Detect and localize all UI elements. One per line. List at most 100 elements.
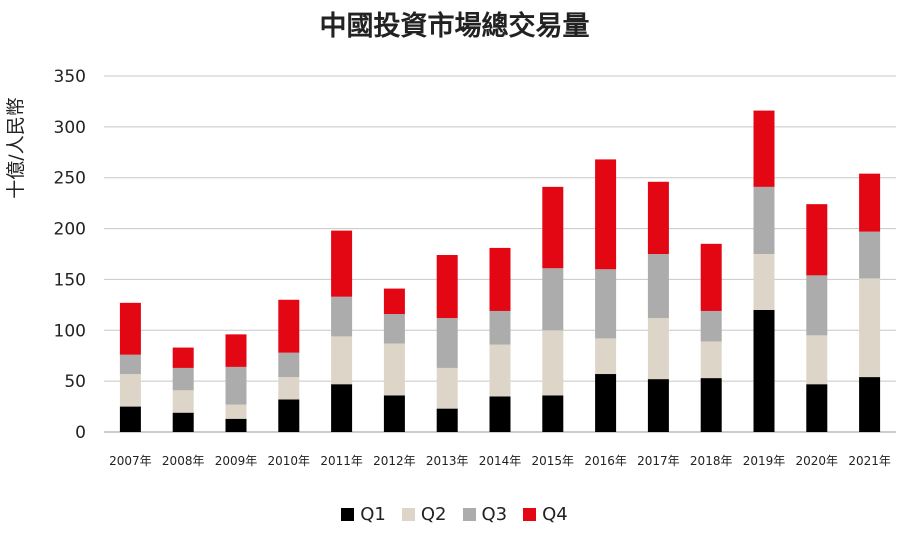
y-axis-ticks: 0 50 100 150 200 250 300 350 <box>54 67 86 443</box>
bar-q1-3 <box>278 399 300 432</box>
bar-q1-12 <box>753 309 775 432</box>
legend-item-q1: Q1 <box>341 504 386 525</box>
bar-q4-6 <box>436 255 458 319</box>
y-tick-label: 50 <box>64 372 86 392</box>
x-tick-label: 2017年 <box>637 454 680 468</box>
bar-q2-6 <box>436 367 458 409</box>
bar-q3-0 <box>119 354 141 375</box>
legend-swatch <box>523 508 537 521</box>
x-axis-ticks: 2007年 2008年 2009年 2010年 2011年 2012年 2013年 2014年… <box>109 454 891 468</box>
bar-q4-11 <box>700 243 722 311</box>
bar-q2-7 <box>489 344 511 397</box>
x-tick-label: 2009年 <box>215 454 258 468</box>
bar-q2-5 <box>383 343 405 396</box>
bar-q4-13 <box>806 204 828 276</box>
y-tick-label: 350 <box>54 67 86 87</box>
bar-q2-13 <box>806 335 828 385</box>
y-axis-label: 十億/人民幣 <box>5 97 27 198</box>
bar-q2-3 <box>278 377 300 400</box>
x-tick-label: 2019年 <box>743 454 786 468</box>
bar-q2-4 <box>331 336 353 385</box>
bar-q3-7 <box>489 310 511 345</box>
bar-q4-14 <box>859 173 881 232</box>
bar-q4-10 <box>647 181 669 254</box>
bar-q3-9 <box>595 269 617 339</box>
bar-q3-13 <box>806 275 828 336</box>
x-tick-label: 2013年 <box>426 454 469 468</box>
x-tick-label: 2008年 <box>162 454 205 468</box>
bar-q3-5 <box>383 314 405 344</box>
bar-q4-2 <box>225 334 247 367</box>
bar-q1-1 <box>172 412 194 432</box>
legend-label: Q4 <box>542 504 568 525</box>
legend-swatch <box>341 508 355 521</box>
x-tick-label: 2011年 <box>320 454 363 468</box>
x-tick-label: 2018年 <box>690 454 733 468</box>
bar-q3-4 <box>331 296 353 337</box>
y-tick-label: 200 <box>54 220 86 240</box>
chart-title: 中國投資市場總交易量 <box>319 11 590 42</box>
bar-q4-3 <box>278 299 300 353</box>
x-tick-label: 2014年 <box>479 454 522 468</box>
legend-item-q2: Q2 <box>401 504 447 525</box>
bar-q2-1 <box>172 390 194 413</box>
y-tick-label: 300 <box>54 118 86 138</box>
bar-q2-9 <box>595 338 617 375</box>
bar-q1-2 <box>225 418 247 432</box>
legend-label: Q3 <box>481 504 508 525</box>
x-tick-label: 2012年 <box>373 454 416 468</box>
y-tick-label: 250 <box>54 169 86 189</box>
bar-q4-5 <box>383 288 405 315</box>
bar-q1-4 <box>331 384 353 432</box>
bar-q3-3 <box>278 352 300 378</box>
bar-q1-8 <box>542 395 564 432</box>
bars <box>119 110 881 432</box>
bar-q3-1 <box>172 367 194 391</box>
bar-q1-7 <box>489 396 511 432</box>
bar-q4-1 <box>172 347 194 368</box>
bar-q1-11 <box>700 378 722 432</box>
bar-q1-13 <box>806 384 828 432</box>
bar-q2-8 <box>542 330 564 396</box>
legend-item-q3: Q3 <box>462 504 508 525</box>
bar-q3-6 <box>436 318 458 368</box>
bar-q1-14 <box>859 377 881 432</box>
bar-q3-11 <box>700 310 722 342</box>
legend-label: Q2 <box>420 504 447 525</box>
bar-q2-11 <box>700 341 722 379</box>
bar-q1-6 <box>436 408 458 432</box>
bar-q1-10 <box>647 379 669 432</box>
x-tick-label: 2016年 <box>584 454 627 468</box>
bar-q2-14 <box>859 278 881 378</box>
stacked-bar-chart: 0 50 100 150 200 250 300 350 2007年 2008年 2009年 201… <box>5 67 896 468</box>
bar-q2-0 <box>119 374 141 407</box>
bar-q1-5 <box>383 395 405 432</box>
bar-q4-4 <box>331 230 353 297</box>
legend-label: Q1 <box>360 504 386 525</box>
x-tick-label: 2020年 <box>796 454 839 468</box>
y-tick-label: 150 <box>54 270 86 290</box>
bar-q4-12 <box>753 110 775 187</box>
legend-item-q4: Q4 <box>523 504 568 525</box>
bar-q4-7 <box>489 247 511 311</box>
legend: Q1 Q2 Q3 Q4 <box>0 504 909 525</box>
legend-swatch <box>401 508 415 521</box>
bar-q3-14 <box>859 231 881 279</box>
bar-q2-10 <box>647 318 669 380</box>
y-tick-label: 100 <box>54 321 86 341</box>
bar-q1-0 <box>119 406 141 432</box>
bar-q4-8 <box>542 186 564 269</box>
bar-q3-12 <box>753 186 775 254</box>
bar-q4-0 <box>119 302 141 355</box>
x-tick-label: 2010年 <box>268 454 311 468</box>
y-tick-label: 0 <box>75 423 86 443</box>
bar-q1-9 <box>595 374 617 432</box>
bar-q2-2 <box>225 404 247 419</box>
x-tick-label: 2007年 <box>109 454 152 468</box>
bar-q3-10 <box>647 254 669 319</box>
bar-q2-12 <box>753 254 775 310</box>
bar-q3-2 <box>225 366 247 405</box>
x-tick-label: 2021年 <box>848 454 891 468</box>
x-tick-label: 2015年 <box>532 454 575 468</box>
legend-swatch <box>462 508 476 521</box>
